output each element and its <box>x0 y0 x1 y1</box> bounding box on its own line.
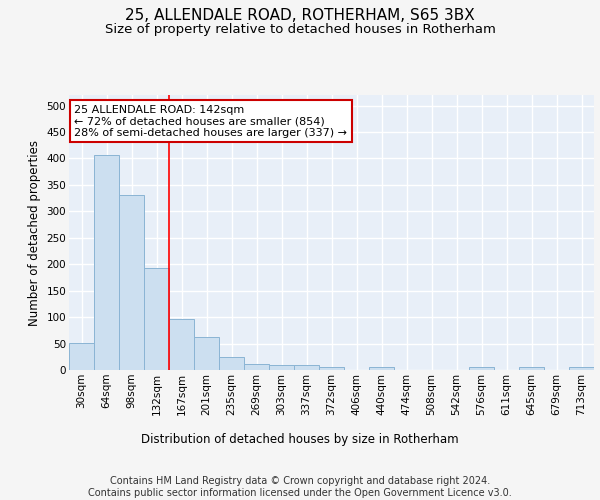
Text: Distribution of detached houses by size in Rotherham: Distribution of detached houses by size … <box>141 432 459 446</box>
Bar <box>319 368 344 370</box>
Bar <box>369 368 394 370</box>
Bar <box>294 364 319 370</box>
Bar <box>219 357 244 370</box>
Bar <box>519 368 544 370</box>
Bar <box>469 368 494 370</box>
Text: Size of property relative to detached houses in Rotherham: Size of property relative to detached ho… <box>104 22 496 36</box>
Y-axis label: Number of detached properties: Number of detached properties <box>28 140 41 326</box>
Bar <box>69 342 94 370</box>
Bar <box>194 336 219 370</box>
Bar <box>94 156 119 370</box>
Text: 25, ALLENDALE ROAD, ROTHERHAM, S65 3BX: 25, ALLENDALE ROAD, ROTHERHAM, S65 3BX <box>125 8 475 22</box>
Bar <box>169 319 194 370</box>
Bar <box>269 364 294 370</box>
Bar <box>244 364 269 370</box>
Bar <box>119 196 144 370</box>
Bar <box>144 268 169 370</box>
Text: 25 ALLENDALE ROAD: 142sqm
← 72% of detached houses are smaller (854)
28% of semi: 25 ALLENDALE ROAD: 142sqm ← 72% of detac… <box>74 104 347 138</box>
Text: Contains HM Land Registry data © Crown copyright and database right 2024.
Contai: Contains HM Land Registry data © Crown c… <box>88 476 512 498</box>
Bar <box>569 368 594 370</box>
